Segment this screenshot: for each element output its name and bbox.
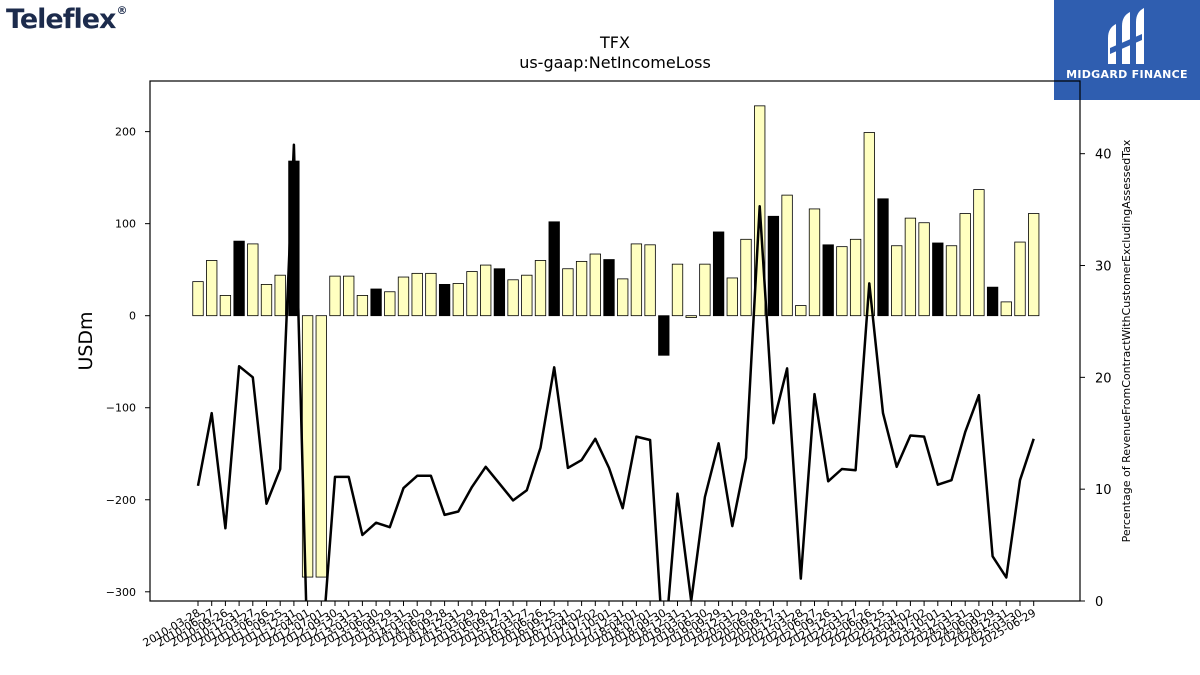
y-left-tick-label: 0: [129, 310, 136, 323]
bar: [849, 238, 862, 317]
bar: [891, 245, 903, 317]
bar: [836, 246, 848, 317]
bar: [658, 315, 670, 356]
bar: [644, 244, 656, 317]
bar: [575, 260, 588, 317]
bar: [685, 315, 697, 318]
midgard-finance-logo: MIDGARD FINANCE: [1054, 0, 1200, 100]
bar: [343, 275, 355, 317]
bar: [973, 189, 985, 317]
bar: [384, 291, 396, 317]
midgard-brand-text: MIDGARD FINANCE: [1066, 68, 1188, 81]
y-right-tick-label: 40: [1095, 148, 1112, 163]
midgard-mark-icon: [1108, 8, 1144, 64]
bar: [986, 286, 999, 317]
bar: [274, 274, 286, 317]
bar: [918, 222, 930, 317]
bar: [370, 288, 382, 317]
y-left-tick-label: 200: [115, 126, 136, 139]
bar: [466, 271, 478, 317]
bar: [904, 217, 917, 317]
bar: [315, 315, 327, 578]
teleflex-logo: Teleflex®: [6, 4, 127, 35]
y-left-tick-label: −100: [106, 402, 136, 415]
bar: [945, 245, 958, 317]
bar: [1028, 213, 1040, 317]
bar: [589, 253, 601, 317]
plot-frame: [149, 80, 1081, 602]
y-right-tick-label: 20: [1095, 371, 1112, 386]
y-axis-right-label: Percentage of RevenueFromContractWithCus…: [1120, 139, 1133, 542]
bar: [603, 259, 615, 317]
bar: [329, 275, 341, 317]
bar: [356, 295, 369, 317]
bar: [1014, 241, 1026, 317]
bar: [932, 242, 944, 317]
bar: [521, 274, 533, 317]
y-left-tick-label: −200: [106, 494, 136, 507]
bar: [671, 263, 684, 317]
chart-title: TFX: [599, 33, 630, 52]
bar: [562, 268, 574, 317]
bar: [452, 283, 464, 317]
bar: [534, 260, 547, 317]
bar: [959, 213, 971, 317]
bar: [617, 278, 629, 317]
bar: [822, 244, 834, 317]
bar: [206, 260, 218, 317]
plot-area: −300−200−10001002000102030402010-03-2820…: [106, 80, 1112, 650]
bar: [425, 272, 437, 317]
series-line: [196, 143, 1035, 601]
bar: [233, 240, 245, 317]
bar: [438, 283, 451, 317]
bar: [795, 305, 807, 317]
bar: [247, 243, 259, 317]
bar: [411, 272, 423, 317]
bar: [699, 263, 711, 317]
bar: [808, 208, 821, 317]
bar: [1000, 301, 1012, 317]
bar: [781, 194, 793, 317]
chart-subtitle: us-gaap:NetIncomeLoss: [519, 53, 711, 72]
bar: [192, 281, 204, 317]
bar: [630, 243, 643, 317]
bar: [507, 279, 519, 317]
bar: [480, 264, 492, 317]
bar: [548, 221, 560, 317]
bar: [260, 283, 273, 317]
y-left-tick-label: −300: [106, 586, 136, 599]
bar: [726, 277, 738, 317]
y-axis-left-label: USDm: [75, 311, 97, 370]
bar: [493, 268, 506, 317]
bar: [712, 231, 725, 317]
bar: [767, 215, 780, 317]
y-right-tick-label: 10: [1095, 483, 1112, 498]
bar: [740, 238, 752, 317]
bar: [219, 295, 232, 317]
bar: [863, 132, 875, 317]
bar: [397, 276, 410, 317]
y-right-tick-label: 0: [1095, 595, 1103, 610]
bar: [877, 198, 889, 317]
y-left-tick-label: 100: [115, 218, 136, 231]
y-right-tick-label: 30: [1095, 260, 1112, 275]
